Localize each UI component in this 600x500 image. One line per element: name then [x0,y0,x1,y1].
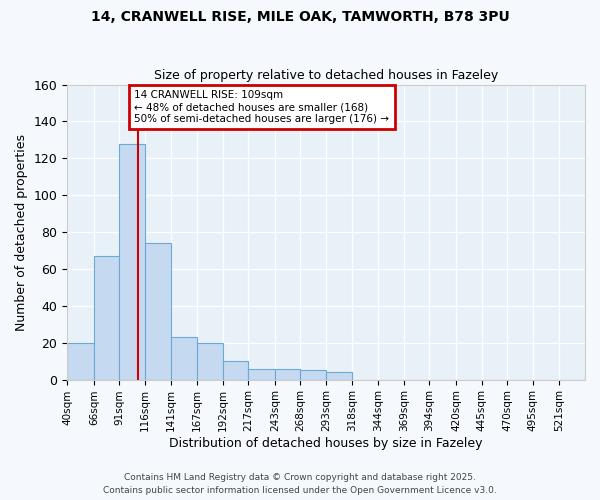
Bar [67,342,94,380]
Bar [223,361,248,380]
Bar [248,368,275,380]
Bar [301,370,326,380]
Bar [94,256,119,380]
Bar [585,376,600,380]
Bar [145,243,170,380]
Text: Contains HM Land Registry data © Crown copyright and database right 2025.
Contai: Contains HM Land Registry data © Crown c… [103,474,497,495]
Bar [197,342,223,380]
Bar [326,372,352,380]
Title: Size of property relative to detached houses in Fazeley: Size of property relative to detached ho… [154,69,498,82]
Bar [119,144,145,380]
Text: 14 CRANWELL RISE: 109sqm
← 48% of detached houses are smaller (168)
50% of semi-: 14 CRANWELL RISE: 109sqm ← 48% of detach… [134,90,389,124]
Bar [275,368,301,380]
Text: 14, CRANWELL RISE, MILE OAK, TAMWORTH, B78 3PU: 14, CRANWELL RISE, MILE OAK, TAMWORTH, B… [91,10,509,24]
X-axis label: Distribution of detached houses by size in Fazeley: Distribution of detached houses by size … [169,437,483,450]
Y-axis label: Number of detached properties: Number of detached properties [15,134,28,330]
Bar [170,337,197,380]
